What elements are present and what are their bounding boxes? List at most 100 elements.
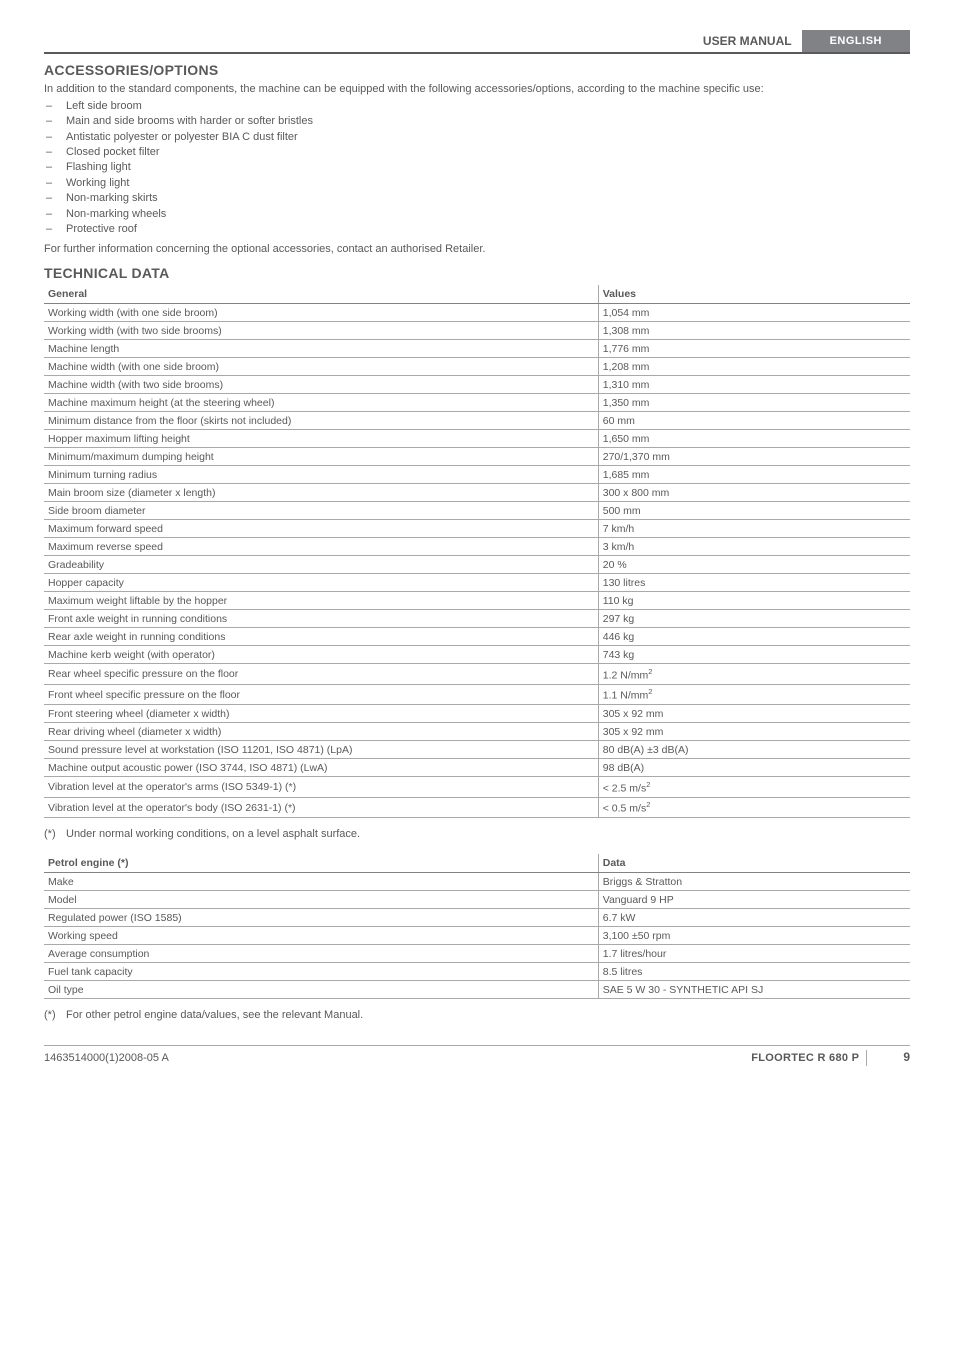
technical-data-heading: TECHNICAL DATA <box>44 265 910 281</box>
table-row: MakeBriggs & Stratton <box>44 873 910 891</box>
table-cell-label: Machine width (with one side broom) <box>44 358 598 376</box>
table-cell-value: 1.7 litres/hour <box>598 945 910 963</box>
table-row: Rear axle weight in running conditions44… <box>44 628 910 646</box>
table-row: Working speed3,100 ±50 rpm <box>44 927 910 945</box>
table-cell-label: Sound pressure level at workstation (ISO… <box>44 741 598 759</box>
engine-note-text: For other petrol engine data/values, see… <box>66 1009 363 1021</box>
table-cell-value: Briggs & Stratton <box>598 873 910 891</box>
table-row: Regulated power (ISO 1585)6.7 kW <box>44 909 910 927</box>
table-row: Machine length1,776 mm <box>44 340 910 358</box>
footer-docid: 1463514000(1)2008-05 A <box>44 1052 169 1064</box>
table-cell-value: SAE 5 W 30 - SYNTHETIC API SJ <box>598 981 910 999</box>
table-row: Side broom diameter500 mm <box>44 502 910 520</box>
table-cell-value: 1.2 N/mm2 <box>598 664 910 685</box>
table-cell-value: 300 x 800 mm <box>598 484 910 502</box>
table-row: Maximum weight liftable by the hopper110… <box>44 592 910 610</box>
table-cell-label: Oil type <box>44 981 598 999</box>
table-row: Maximum reverse speed3 km/h <box>44 538 910 556</box>
table-cell-label: Fuel tank capacity <box>44 963 598 981</box>
table-cell-value: 305 x 92 mm <box>598 705 910 723</box>
table-cell-label: Hopper capacity <box>44 574 598 592</box>
table-cell-label: Rear driving wheel (diameter x width) <box>44 723 598 741</box>
table-cell-label: Machine width (with two side brooms) <box>44 376 598 394</box>
table-cell-value: 3 km/h <box>598 538 910 556</box>
table-cell-label: Maximum reverse speed <box>44 538 598 556</box>
table-cell-value: 3,100 ±50 rpm <box>598 927 910 945</box>
table-cell-label: Minimum distance from the floor (skirts … <box>44 412 598 430</box>
table-row: Vibration level at the operator's arms (… <box>44 777 910 798</box>
accessories-item: Protective roof <box>44 222 910 237</box>
footer-page: 9 <box>867 1050 910 1064</box>
table-row: Front steering wheel (diameter x width)3… <box>44 705 910 723</box>
table-cell-label: Minimum/maximum dumping height <box>44 448 598 466</box>
table-row: Main broom size (diameter x length)300 x… <box>44 484 910 502</box>
table-row: Hopper maximum lifting height1,650 mm <box>44 430 910 448</box>
table-cell-label: Front wheel specific pressure on the flo… <box>44 684 598 705</box>
table-cell-label: Average consumption <box>44 945 598 963</box>
table-cell-label: Rear wheel specific pressure on the floo… <box>44 664 598 685</box>
accessories-item: Non-marking wheels <box>44 207 910 222</box>
table-cell-value: 1,308 mm <box>598 322 910 340</box>
table-row: Machine kerb weight (with operator)743 k… <box>44 646 910 664</box>
accessories-item: Flashing light <box>44 160 910 175</box>
table-cell-value: 6.7 kW <box>598 909 910 927</box>
table-cell-label: Main broom size (diameter x length) <box>44 484 598 502</box>
table-cell-label: Hopper maximum lifting height <box>44 430 598 448</box>
general-table: General Values Working width (with one s… <box>44 285 910 818</box>
table-cell-label: Machine length <box>44 340 598 358</box>
table-cell-value: 7 km/h <box>598 520 910 538</box>
table-cell-label: Working width (with two side brooms) <box>44 322 598 340</box>
table-row: Gradeability20 % <box>44 556 910 574</box>
general-note-text: Under normal working conditions, on a le… <box>66 828 360 840</box>
table-cell-label: Machine maximum height (at the steering … <box>44 394 598 412</box>
table-cell-value: 305 x 92 mm <box>598 723 910 741</box>
table-cell-label: Make <box>44 873 598 891</box>
table-cell-value: 110 kg <box>598 592 910 610</box>
table-cell-value: 743 kg <box>598 646 910 664</box>
table-cell-label: Front steering wheel (diameter x width) <box>44 705 598 723</box>
table-cell-value: 1,054 mm <box>598 304 910 322</box>
accessories-item: Antistatic polyester or polyester BIA C … <box>44 130 910 145</box>
table-cell-value: 80 dB(A) ±3 dB(A) <box>598 741 910 759</box>
table-cell-value: 1.1 N/mm2 <box>598 684 910 705</box>
table-cell-label: Side broom diameter <box>44 502 598 520</box>
table-row: Front wheel specific pressure on the flo… <box>44 684 910 705</box>
table-cell-value: 297 kg <box>598 610 910 628</box>
table-cell-value: 1,776 mm <box>598 340 910 358</box>
general-note: (*)Under normal working conditions, on a… <box>44 828 910 840</box>
accessories-item: Non-marking skirts <box>44 191 910 206</box>
table-row: Working width (with one side broom)1,054… <box>44 304 910 322</box>
table-row: Sound pressure level at workstation (ISO… <box>44 741 910 759</box>
table-row: Machine width (with one side broom)1,208… <box>44 358 910 376</box>
user-manual-label: USER MANUAL <box>703 30 802 52</box>
engine-table: Petrol engine (*) Data MakeBriggs & Stra… <box>44 854 910 999</box>
table-cell-value: 8.5 litres <box>598 963 910 981</box>
table-cell-value: 130 litres <box>598 574 910 592</box>
table-row: Fuel tank capacity8.5 litres <box>44 963 910 981</box>
accessories-intro: In addition to the standard components, … <box>44 82 910 97</box>
table-row: Front axle weight in running conditions2… <box>44 610 910 628</box>
table-cell-label: Working width (with one side broom) <box>44 304 598 322</box>
table-cell-label: Minimum turning radius <box>44 466 598 484</box>
table-cell-value: 20 % <box>598 556 910 574</box>
accessories-item: Closed pocket filter <box>44 145 910 160</box>
table-cell-value: 60 mm <box>598 412 910 430</box>
table-cell-label: Front axle weight in running conditions <box>44 610 598 628</box>
table-cell-value: < 0.5 m/s2 <box>598 797 910 818</box>
engine-note: (*)For other petrol engine data/values, … <box>44 1009 910 1021</box>
engine-col2: Data <box>598 854 910 873</box>
table-cell-value: Vanguard 9 HP <box>598 891 910 909</box>
table-row: Minimum/maximum dumping height270/1,370 … <box>44 448 910 466</box>
table-row: ModelVanguard 9 HP <box>44 891 910 909</box>
table-cell-value: 1,350 mm <box>598 394 910 412</box>
language-badge: ENGLISH <box>802 30 910 52</box>
table-row: Machine maximum height (at the steering … <box>44 394 910 412</box>
table-cell-value: 98 dB(A) <box>598 759 910 777</box>
table-row: Average consumption1.7 litres/hour <box>44 945 910 963</box>
engine-col1: Petrol engine (*) <box>44 854 598 873</box>
table-cell-label: Machine output acoustic power (ISO 3744,… <box>44 759 598 777</box>
table-cell-value: 446 kg <box>598 628 910 646</box>
table-cell-value: 1,208 mm <box>598 358 910 376</box>
accessories-item: Main and side brooms with harder or soft… <box>44 114 910 129</box>
table-row: Minimum turning radius1,685 mm <box>44 466 910 484</box>
